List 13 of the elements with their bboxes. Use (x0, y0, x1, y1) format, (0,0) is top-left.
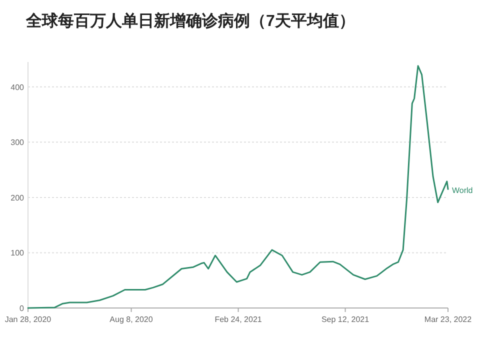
x-tick-label: Jan 28, 2020 (4, 315, 52, 324)
y-tick-label: 100 (10, 248, 25, 258)
x-tick-label: Mar 23, 2022 (424, 315, 472, 324)
y-tick-label: 0 (20, 304, 25, 313)
line-series (27, 65, 449, 309)
series-label: World (452, 186, 473, 196)
x-tick-label: Aug 8, 2020 (110, 315, 154, 324)
y-tick-label: 200 (10, 193, 25, 202)
y-tick-label: 300 (10, 138, 25, 148)
chart-title: 全球每百万人单日新增确诊病例（7天平均值） (25, 12, 355, 30)
x-tick-label: Sep 12, 2021 (321, 315, 370, 324)
x-tick-label: Feb 24, 2021 (214, 315, 262, 324)
y-tick-label: 400 (10, 82, 25, 92)
